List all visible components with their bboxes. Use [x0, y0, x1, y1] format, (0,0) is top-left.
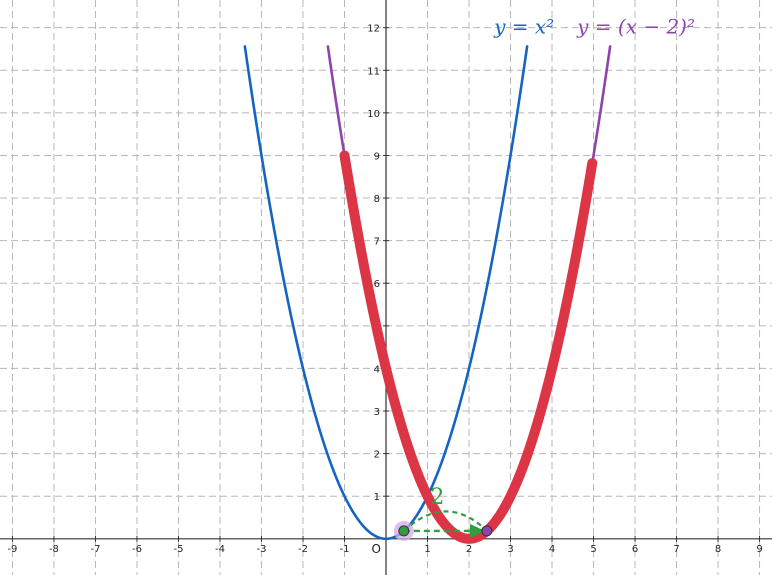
curve-highlight — [344, 155, 592, 538]
x-tick-label: -2 — [298, 544, 308, 555]
point-on-shifted-parabola — [482, 526, 492, 536]
x-tick-label: 8 — [715, 544, 721, 555]
x-tick-label: -8 — [49, 544, 59, 555]
shift-annotation: 2 — [394, 485, 492, 541]
x-tick-label: -9 — [7, 544, 17, 555]
x-tick-label: 7 — [673, 544, 679, 555]
y-tick-label: 8 — [374, 194, 380, 205]
tick-labels: -9 -8 -7 -6 -5 -4 -3 -2 -1 1 2 3 4 5 6 7 8 91234567891011… — [7, 24, 762, 556]
x-tick-label: -5 — [173, 544, 183, 555]
x-tick-label: 3 — [507, 544, 513, 555]
x-tick-label: 9 — [756, 544, 762, 555]
shift-amount-label: 2 — [430, 485, 444, 510]
x-tick-label: 4 — [549, 544, 555, 555]
x-tick-label: 1 — [424, 544, 430, 555]
y-tick-label: 12 — [367, 24, 380, 35]
y-tick-label: 6 — [374, 279, 380, 290]
y-tick-label: 10 — [367, 109, 380, 120]
x-tick-label: 6 — [632, 544, 638, 555]
x-tick-label: 2 — [466, 544, 472, 555]
x-tick-label: 5 — [590, 544, 596, 555]
label-y-equals-x-minus-2-squared: y = (x − 2)² — [576, 14, 695, 38]
x-tick-label: -1 — [340, 544, 350, 555]
y-tick-label: 4 — [374, 364, 380, 375]
label-y-equals-x-squared: y = x² — [493, 14, 554, 38]
y-tick-label: 1 — [374, 492, 380, 503]
x-tick-label: -4 — [215, 544, 225, 555]
x-tick-label: -3 — [256, 544, 266, 555]
y-tick-label: 9 — [374, 151, 380, 162]
x-tick-label: -6 — [132, 544, 142, 555]
y-tick-label: 11 — [367, 66, 380, 77]
x-tick-label: -7 — [90, 544, 100, 555]
equation-labels: y = x² y = (x − 2)² — [493, 14, 695, 38]
y-tick-label: 2 — [374, 450, 380, 461]
y-tick-label: 3 — [374, 407, 380, 418]
y-tick-label: 7 — [374, 237, 380, 248]
origin-label: O — [372, 542, 381, 556]
point-on-y-equals-x-squared — [399, 526, 409, 536]
